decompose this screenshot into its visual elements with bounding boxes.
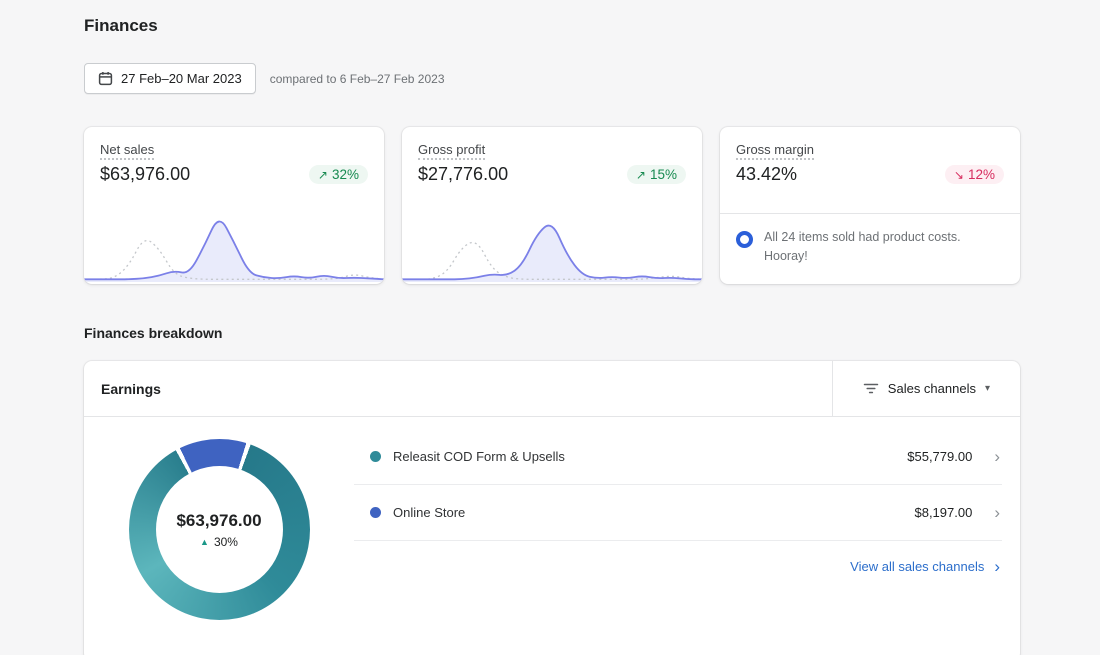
channel-row-online-store[interactable]: Online Store $8,197.00 › [354, 485, 1002, 541]
gross-profit-value: $27,776.00 [418, 164, 509, 184]
date-range-button[interactable]: 27 Feb–20 Mar 2023 [84, 63, 256, 94]
gross-margin-delta-value: 12% [967, 167, 995, 182]
date-bar: 27 Feb–20 Mar 2023 compared to 6 Feb–27 … [84, 63, 1020, 94]
net-sales-card[interactable]: Net sales $63,976.00 ↗ 32% [84, 127, 384, 284]
donut-center: $63,976.00 ▲ 30% [155, 466, 283, 593]
chevron-right-icon: › [994, 503, 1000, 522]
channel-color-dot [370, 507, 381, 518]
donut-delta: ▲ 30% [200, 535, 238, 549]
triangle-up-icon: ▲ [200, 536, 209, 547]
earnings-card: Earnings Sales channels ▾ $63,976.00 ▲ [84, 361, 1020, 655]
earnings-title: Earnings [101, 380, 161, 397]
metric-cards-row: Net sales $63,976.00 ↗ 32% Gross profit … [84, 127, 1020, 284]
channel-name: Online Store [393, 505, 466, 520]
calendar-icon [98, 71, 113, 86]
earnings-body: $63,976.00 ▲ 30% Releasit COD Form & Ups… [84, 417, 1020, 620]
gross-profit-sparkline [402, 224, 702, 282]
product-costs-note: All 24 items sold had product costs. Hoo… [720, 214, 1020, 266]
donut-ring-icon [736, 231, 753, 248]
net-sales-value: $63,976.00 [100, 164, 191, 184]
channel-color-dot [370, 451, 381, 462]
earnings-donut-chart: $63,976.00 ▲ 30% [128, 439, 310, 620]
channel-value: $55,779.00 [907, 449, 973, 464]
view-all-sales-channels-link[interactable]: View all sales channels › [850, 558, 1000, 575]
sales-channels-list: Releasit COD Form & Upsells $55,779.00 ›… [354, 417, 1020, 620]
arrow-down-icon: ↘ [953, 167, 964, 182]
net-sales-head: Net sales $63,976.00 ↗ 32% [84, 127, 384, 185]
sales-channels-filter-label: Sales channels [887, 381, 976, 396]
chevron-right-icon: › [994, 557, 1000, 576]
gross-profit-delta-badge: ↗ 15% [626, 165, 686, 184]
channel-row-releasit[interactable]: Releasit COD Form & Upsells $55,779.00 › [354, 429, 1002, 485]
donut-column: $63,976.00 ▲ 30% [84, 417, 354, 620]
gross-margin-delta-badge: ↘ 12% [944, 165, 1004, 184]
net-sales-sparkline [84, 220, 384, 282]
date-range-label: 27 Feb–20 Mar 2023 [121, 71, 242, 86]
channel-name: Releasit COD Form & Upsells [393, 449, 565, 464]
net-sales-label: Net sales [100, 142, 155, 160]
arrow-up-icon: ↗ [317, 167, 328, 182]
comparison-label: compared to 6 Feb–27 Feb 2023 [269, 71, 445, 86]
earnings-header: Earnings Sales channels ▾ [84, 361, 1020, 417]
net-sales-delta-value: 32% [331, 167, 359, 182]
filter-icon [863, 382, 879, 395]
arrow-up-icon: ↗ [635, 167, 646, 182]
gross-profit-delta-value: 15% [649, 167, 677, 182]
donut-delta-value: 30% [213, 534, 238, 549]
product-costs-note-text: All 24 items sold had product costs. Hoo… [764, 230, 961, 263]
net-sales-delta-badge: ↗ 32% [308, 165, 368, 184]
gross-margin-divider [720, 213, 1020, 214]
view-all-row: View all sales channels › [354, 541, 1002, 575]
sales-channels-filter[interactable]: Sales channels ▾ [831, 361, 1020, 416]
gross-profit-label: Gross profit [418, 142, 486, 160]
view-all-label: View all sales channels [850, 559, 985, 574]
gross-margin-card[interactable]: Gross margin 43.42% ↘ 12% All 24 items s… [720, 127, 1020, 284]
finances-breakdown-heading: Finances breakdown [84, 325, 223, 341]
gross-margin-head: Gross margin 43.42% ↘ 12% [720, 127, 1020, 185]
gross-profit-head: Gross profit $27,776.00 ↗ 15% [402, 127, 702, 185]
donut-total-value: $63,976.00 [176, 510, 262, 530]
chevron-right-icon: › [994, 447, 1000, 466]
gross-profit-card[interactable]: Gross profit $27,776.00 ↗ 15% [402, 127, 702, 284]
channel-value: $8,197.00 [914, 505, 973, 520]
caret-down-icon: ▾ [984, 383, 990, 394]
gross-margin-label: Gross margin [736, 142, 815, 160]
page-title: Finances [84, 16, 158, 35]
gross-margin-value: 43.42% [736, 164, 798, 184]
